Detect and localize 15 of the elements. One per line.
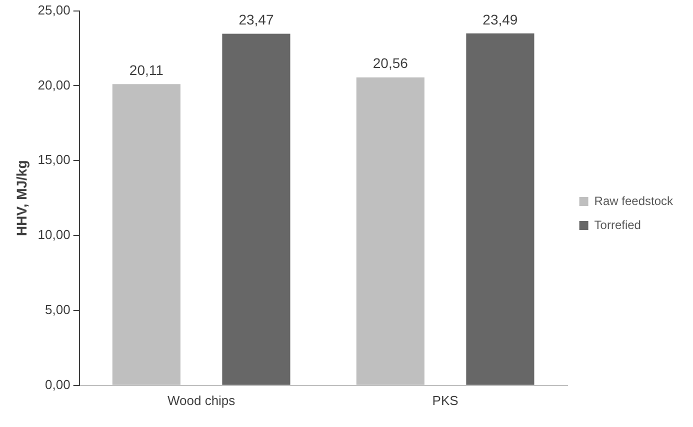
legend-label: Torrefied xyxy=(594,218,641,232)
data-label: 23,47 xyxy=(238,12,274,28)
x-tick-label: Wood chips xyxy=(167,392,236,408)
y-tick-label: 15,00 xyxy=(38,152,70,168)
data-label: 20,11 xyxy=(129,62,164,78)
y-tick-label: 5,00 xyxy=(45,302,70,318)
y-axis-title: HHV, MJ/kg xyxy=(13,160,30,236)
y-tick-label: 10,00 xyxy=(38,227,70,242)
legend-label: Raw feedstock xyxy=(594,194,674,208)
y-tick-label: 25,00 xyxy=(38,2,70,18)
data-label: 23,49 xyxy=(482,11,518,28)
y-tick-label: 20,00 xyxy=(38,77,70,92)
x-tick-label: PKS xyxy=(432,392,459,408)
data-label: 20,56 xyxy=(372,55,408,72)
y-tick-label: 0,00 xyxy=(45,376,70,392)
